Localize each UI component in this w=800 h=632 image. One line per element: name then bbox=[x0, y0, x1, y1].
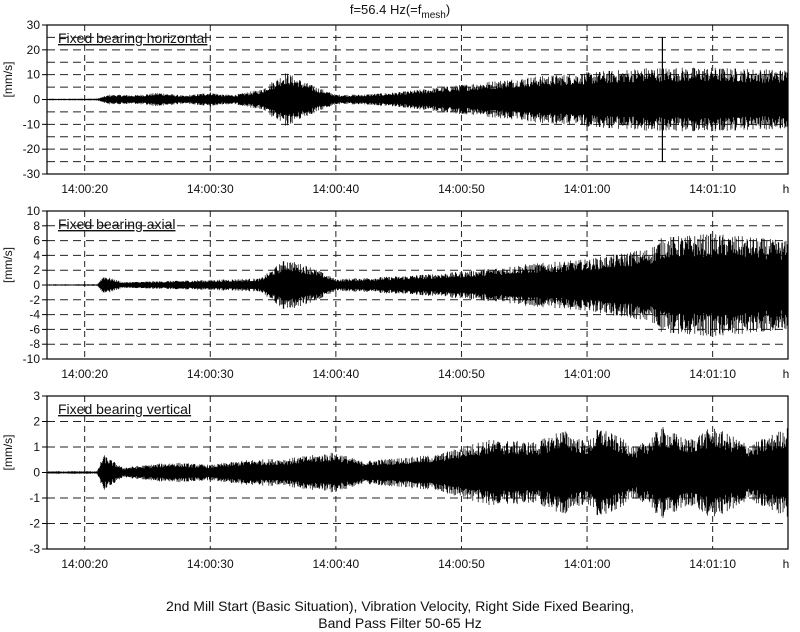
x-unit-label: h bbox=[783, 557, 790, 571]
y-axis-label: [mm/s] bbox=[1, 62, 15, 98]
x-tick-label: 14:01:10 bbox=[689, 182, 736, 196]
y-tick-label: 1 bbox=[33, 440, 40, 454]
y-tick-label: -10 bbox=[23, 352, 41, 366]
y-tick-label: 30 bbox=[27, 18, 41, 32]
y-tick-label: -3 bbox=[29, 542, 40, 556]
chart-title: f=56.4 Hz(=fmesh) bbox=[350, 2, 450, 21]
x-tick-label: 14:00:30 bbox=[187, 367, 234, 381]
y-tick-label: 2 bbox=[33, 263, 40, 277]
y-tick-label: -30 bbox=[23, 167, 41, 181]
y-tick-label: 10 bbox=[27, 68, 41, 82]
panel-title-2: Fixed bearing axial bbox=[58, 216, 176, 232]
panel-title-1: Fixed bearing horizontal bbox=[58, 30, 207, 46]
y-tick-label: 0 bbox=[33, 466, 40, 480]
caption-line-1: 2nd Mill Start (Basic Situation), Vibrat… bbox=[166, 598, 634, 614]
vibration-chart: f=56.4 Hz(=fmesh) Fixed bearing horizonta… bbox=[1, 2, 790, 571]
x-tick-label: 14:01:00 bbox=[564, 182, 611, 196]
y-tick-label: -2 bbox=[29, 293, 40, 307]
y-tick-label: -20 bbox=[23, 142, 41, 156]
y-tick-label: 0 bbox=[33, 278, 40, 292]
x-tick-label: 14:01:10 bbox=[689, 557, 736, 571]
x-tick-label: 14:00:40 bbox=[313, 557, 360, 571]
y-tick-label: 2 bbox=[33, 415, 40, 429]
figure-caption: 2nd Mill Start (Basic Situation), Vibrat… bbox=[0, 598, 800, 632]
y-tick-label: -2 bbox=[29, 517, 40, 531]
x-tick-label: 14:01:00 bbox=[564, 367, 611, 381]
panel-title-3: Fixed bearing vertical bbox=[58, 401, 191, 417]
x-unit-label: h bbox=[783, 182, 790, 196]
x-tick-label: 14:00:20 bbox=[61, 367, 108, 381]
y-tick-label: -6 bbox=[29, 322, 40, 336]
x-tick-label: 14:00:20 bbox=[61, 182, 108, 196]
y-tick-label: -10 bbox=[23, 117, 41, 131]
x-tick-label: 14:00:30 bbox=[187, 557, 234, 571]
x-tick-label: 14:00:20 bbox=[61, 557, 108, 571]
y-tick-label: 6 bbox=[33, 234, 40, 248]
x-tick-label: 14:01:00 bbox=[564, 557, 611, 571]
caption-line-2: Band Pass Filter 50-65 Hz bbox=[318, 615, 482, 631]
y-tick-label: 3 bbox=[33, 389, 40, 403]
x-tick-label: 14:00:40 bbox=[313, 367, 360, 381]
y-tick-label: -1 bbox=[29, 491, 40, 505]
y-axis-label: [mm/s] bbox=[1, 247, 15, 283]
x-tick-label: 14:00:50 bbox=[438, 367, 485, 381]
y-tick-label: -8 bbox=[29, 337, 40, 351]
y-tick-label: 4 bbox=[33, 248, 40, 262]
x-unit-label: h bbox=[783, 367, 790, 381]
x-tick-label: 14:00:50 bbox=[438, 557, 485, 571]
y-tick-label: 10 bbox=[27, 204, 41, 218]
x-tick-label: 14:00:50 bbox=[438, 182, 485, 196]
x-tick-label: 14:00:30 bbox=[187, 182, 234, 196]
y-axis-label: [mm/s] bbox=[1, 435, 15, 471]
x-tick-label: 14:01:10 bbox=[689, 367, 736, 381]
y-tick-label: 20 bbox=[27, 43, 41, 57]
y-tick-label: 8 bbox=[33, 219, 40, 233]
x-tick-label: 14:00:40 bbox=[313, 182, 360, 196]
y-tick-label: 0 bbox=[33, 93, 40, 107]
y-tick-label: -4 bbox=[29, 308, 40, 322]
